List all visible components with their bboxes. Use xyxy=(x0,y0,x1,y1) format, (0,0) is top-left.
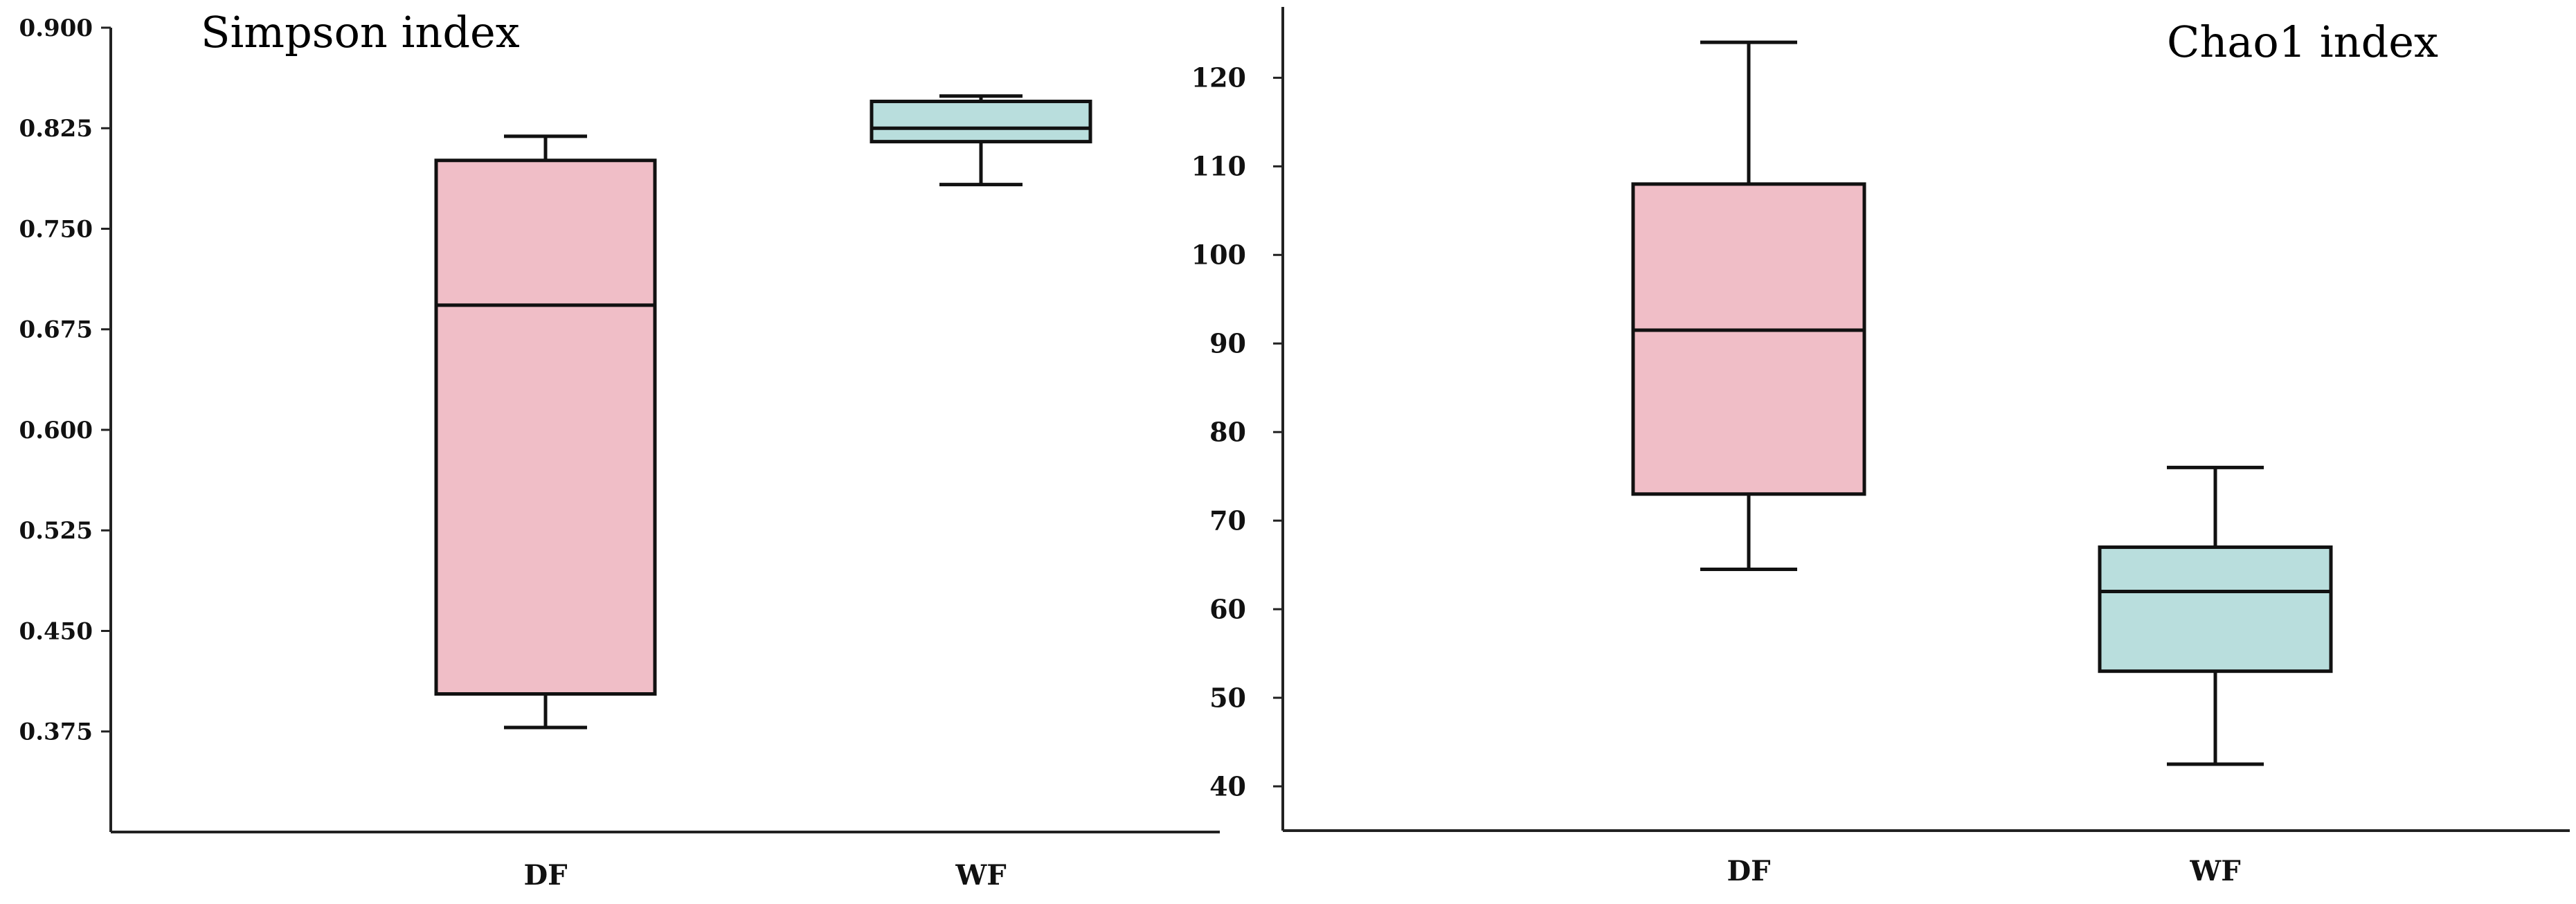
y-tick-label: 90 xyxy=(1209,328,1246,359)
chart-title: Chao1 index xyxy=(2167,17,2438,67)
chart-title: Simpson index xyxy=(201,7,520,57)
chao1-index-panel: 40 50 60 70 80 90 100 110 120 Chao1 index DF WF xyxy=(1191,7,2570,887)
y-tick-label: 0.675 xyxy=(19,316,93,344)
box-wf xyxy=(870,100,1092,144)
y-tick-label: 120 xyxy=(1191,62,1246,93)
y-tick-label: 50 xyxy=(1209,682,1246,713)
y-tick-label: 40 xyxy=(1209,770,1246,802)
y-tick-label: 110 xyxy=(1191,151,1246,182)
y-tick-label: 70 xyxy=(1209,505,1246,536)
box-df xyxy=(1631,182,1866,496)
y-tick-label: 80 xyxy=(1209,416,1246,447)
y-tick-label: 100 xyxy=(1191,239,1246,271)
y-tick-label: 60 xyxy=(1209,593,1246,624)
y-tick-label: 0.375 xyxy=(19,718,93,746)
category-label: WF xyxy=(2189,855,2240,887)
category-label: DF xyxy=(1727,855,1770,887)
y-tick-label: 0.825 xyxy=(19,115,93,143)
y-tick-label: 0.750 xyxy=(19,215,93,243)
y-tick-label: 0.450 xyxy=(19,617,93,645)
box-wf xyxy=(2098,545,2333,674)
category-label: WF xyxy=(955,859,1006,892)
y-tick-label: 0.900 xyxy=(19,15,93,42)
y-tick-label: 0.525 xyxy=(19,517,93,545)
category-label: DF xyxy=(523,859,567,892)
box-df xyxy=(434,159,657,696)
y-tick-label: 0.600 xyxy=(19,417,93,444)
simpson-index-panel: 0.375 0.450 0.525 0.600 0.675 0.750 0.825 0.900… xyxy=(19,7,1220,892)
